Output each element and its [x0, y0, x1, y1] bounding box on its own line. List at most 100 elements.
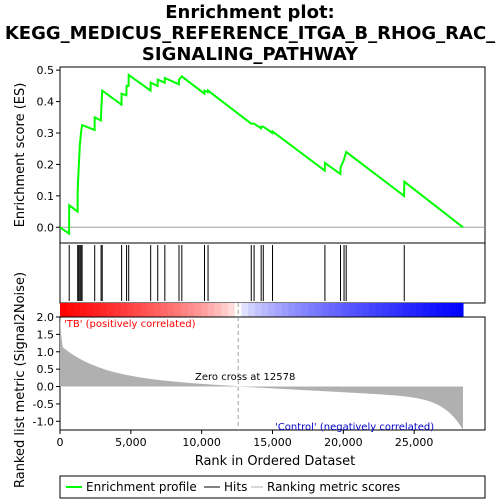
- metric-y-tick-label: 0.0: [37, 381, 55, 394]
- legend-enrichment-label: Enrichment profile: [86, 480, 197, 494]
- colorbar-segment: [261, 303, 269, 317]
- colorbar-segment: [174, 303, 182, 317]
- colorbar-segment: [402, 303, 410, 317]
- x-tick-label: 20,000: [324, 436, 363, 449]
- colorbar-segment: [167, 303, 175, 317]
- colorbar-segment: [382, 303, 390, 317]
- es-y-tick-label: 0.2: [37, 158, 55, 171]
- colorbar-segment: [301, 303, 310, 317]
- colorbar-segment: [395, 303, 404, 317]
- colorbar-segment: [248, 303, 256, 317]
- metric-y-tick-label: -0.5: [33, 398, 54, 411]
- colorbar-segment: [409, 303, 417, 317]
- metric-y-tick-label: 2.0: [37, 311, 55, 324]
- colorbar-segment: [268, 303, 276, 317]
- colorbar-segment: [456, 303, 464, 317]
- x-tick-label: 0: [57, 436, 64, 449]
- plot-title-line-3: SIGNALING_PATHWAY: [142, 44, 359, 65]
- colorbar-segment: [335, 303, 343, 317]
- colorbar-segment: [154, 303, 162, 317]
- colorbar-segment: [127, 303, 135, 317]
- es-y-tick-label: 0.1: [37, 190, 55, 203]
- es-y-tick-label: 0.4: [37, 96, 55, 109]
- x-tick-label: 25,000: [395, 436, 434, 449]
- metric-y-axis-label: Ranked list metric (Signal2Noise): [13, 272, 28, 488]
- colorbar-segment: [201, 303, 209, 317]
- colorbar-segment: [429, 303, 437, 317]
- colorbar-segment: [80, 303, 88, 317]
- es-y-axis-label: Enrichment score (ES): [13, 83, 28, 228]
- colorbar-segment: [422, 303, 430, 317]
- colorbar-segment: [442, 303, 451, 317]
- es-y-axis-ticks: 0.0 0.1 0.2 0.3 0.4 0.5: [37, 64, 60, 234]
- colorbar-segment: [194, 303, 202, 317]
- colorbar-segment: [221, 303, 229, 317]
- colorbar-segment: [66, 303, 74, 317]
- es-panel-frame: [59, 66, 486, 244]
- colorbar-segment: [342, 303, 350, 317]
- enrichment-profile-line: [59, 72, 464, 236]
- plot-title-line-1: Enrichment plot:: [165, 2, 335, 23]
- colorbar-segment: [375, 303, 383, 317]
- colorbar-segment: [60, 303, 68, 317]
- colorbar-segment: [449, 303, 457, 317]
- colorbar-segment: [416, 303, 424, 317]
- x-tick-label: 10,000: [182, 436, 221, 449]
- colorbar-segment: [187, 303, 195, 317]
- colorbar-segment: [308, 303, 316, 317]
- metric-y-axis-ticks: -1.0 -0.5 0.0 0.5 1.0 1.5 2.0: [33, 311, 60, 428]
- metric-y-tick-label: -1.0: [33, 415, 54, 428]
- legend-metric-label: Ranking metric scores: [267, 480, 400, 494]
- colorbar-segment: [93, 303, 101, 317]
- colorbar-segment: [362, 303, 370, 317]
- colorbar-segment: [86, 303, 95, 317]
- colorbar-segment: [254, 303, 263, 317]
- colorbar-segment: [113, 303, 121, 317]
- colorbar-segment: [389, 303, 397, 317]
- colorbar-segment: [295, 303, 303, 317]
- x-tick-label: 5,000: [115, 436, 147, 449]
- positive-correlation-label: 'TB' (positively correlated): [64, 319, 196, 330]
- colorbar-segment: [288, 303, 296, 317]
- legend-hits-label: Hits: [224, 480, 247, 494]
- colorbar-segment: [274, 303, 283, 317]
- colorbar-segment: [133, 303, 142, 317]
- colorbar-segment: [207, 303, 215, 317]
- colorbar-segment: [348, 303, 357, 317]
- colorbar-segment: [180, 303, 189, 317]
- colorbar-segment: [328, 303, 336, 317]
- metric-panel-frame: [59, 316, 486, 431]
- metric-y-tick-label: 0.5: [37, 363, 55, 376]
- x-axis-ticks: 0 5,000 10,000 15,000 20,000 25,000: [57, 430, 434, 449]
- es-y-tick-label: 0.5: [37, 64, 55, 77]
- colorbar-segment: [214, 303, 222, 317]
- es-y-tick-label: 0.3: [37, 127, 55, 140]
- rank-colorbar: [60, 303, 464, 317]
- legend-box: [59, 475, 486, 499]
- colorbar-segment: [281, 303, 289, 317]
- colorbar-segment: [107, 303, 115, 317]
- colorbar-segment: [147, 303, 155, 317]
- colorbar-segment: [368, 303, 377, 317]
- negative-correlation-label: 'Control' (negatively correlated): [275, 422, 434, 433]
- x-tick-label: 15,000: [253, 436, 292, 449]
- colorbar-segment: [315, 303, 323, 317]
- metric-y-tick-label: 1.5: [37, 328, 55, 341]
- colorbar-segment: [227, 303, 236, 317]
- colorbar-segment: [321, 303, 330, 317]
- colorbar-segment: [120, 303, 128, 317]
- plot-title-line-2: KEGG_MEDICUS_REFERENCE_ITGA_B_RHOG_RAC_: [5, 23, 495, 44]
- es-y-tick-label: 0.0: [37, 221, 55, 234]
- colorbar-segment: [160, 303, 168, 317]
- colorbar-segment: [73, 303, 81, 317]
- x-axis-label: Rank in Ordered Dataset: [195, 454, 356, 469]
- colorbar-segment: [241, 303, 249, 317]
- colorbar-segment: [100, 303, 108, 317]
- metric-y-tick-label: 1.0: [37, 346, 55, 359]
- colorbar-segment: [436, 303, 444, 317]
- colorbar-segment: [355, 303, 363, 317]
- zero-cross-label: Zero cross at 12578: [195, 372, 295, 383]
- hit-marks: [68, 245, 405, 301]
- colorbar-segment: [140, 303, 148, 317]
